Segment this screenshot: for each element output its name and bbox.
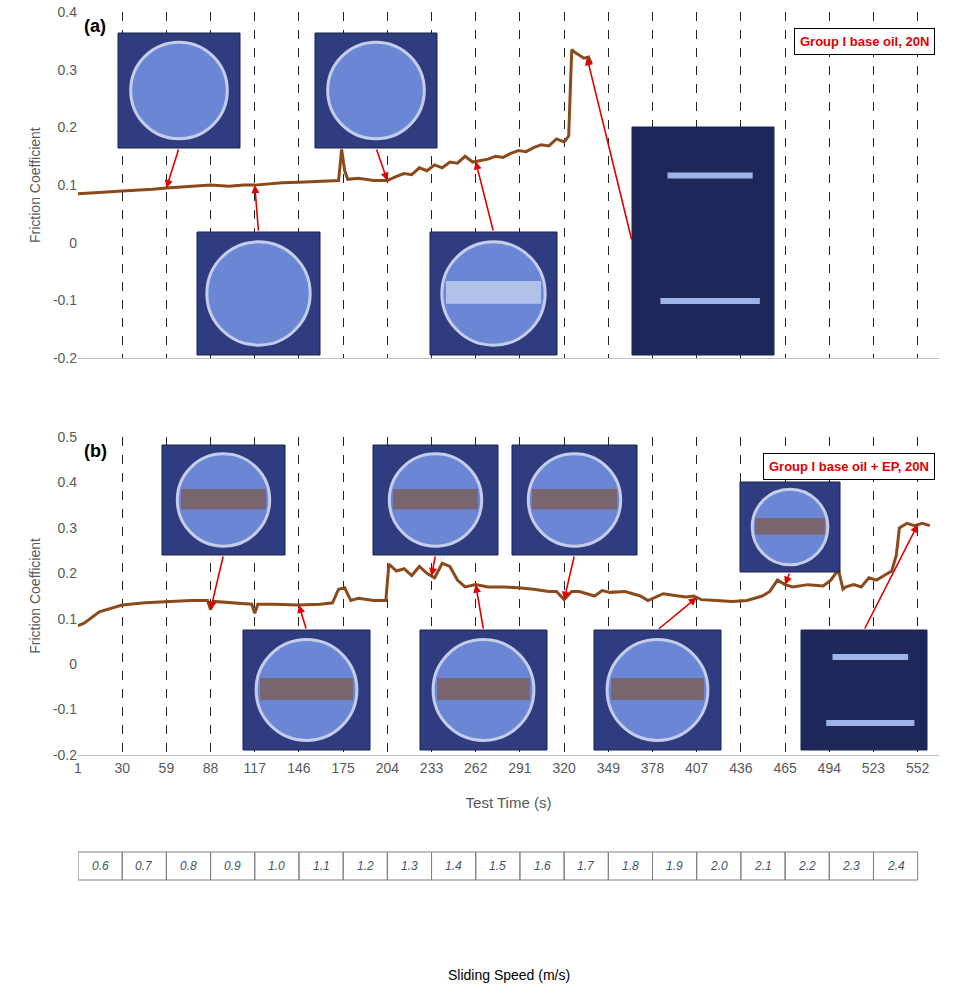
svg-text:0.2: 0.2: [58, 119, 78, 135]
svg-text:2.0: 2.0: [710, 859, 728, 873]
svg-text:320: 320: [552, 760, 576, 776]
svg-text:-0.1: -0.1: [53, 701, 77, 717]
svg-text:262: 262: [464, 760, 488, 776]
svg-text:(a): (a): [84, 16, 106, 36]
svg-text:0.8: 0.8: [180, 859, 197, 873]
svg-text:1.8: 1.8: [622, 859, 639, 873]
svg-text:494: 494: [818, 760, 842, 776]
svg-text:-0.1: -0.1: [53, 292, 77, 308]
svg-text:146: 146: [287, 760, 311, 776]
svg-text:2.1: 2.1: [754, 859, 772, 873]
svg-text:(b): (b): [84, 441, 107, 461]
svg-text:Test Time (s): Test Time (s): [466, 794, 552, 811]
svg-text:117: 117: [244, 760, 267, 776]
svg-text:Friction Coefficient: Friction Coefficient: [27, 538, 43, 654]
svg-text:204: 204: [376, 760, 400, 776]
svg-text:2.4: 2.4: [887, 859, 905, 873]
svg-text:0.7: 0.7: [135, 859, 153, 873]
svg-text:1.3: 1.3: [401, 859, 418, 873]
svg-text:523: 523: [862, 760, 886, 776]
svg-text:1.1: 1.1: [313, 859, 330, 873]
svg-text:0.4: 0.4: [58, 474, 78, 490]
svg-text:0.1: 0.1: [58, 611, 78, 627]
svg-text:0.1: 0.1: [58, 177, 78, 193]
svg-text:Group I base oil, 20N: Group I base oil, 20N: [800, 34, 929, 49]
svg-text:-0.2: -0.2: [53, 350, 77, 366]
svg-text:2.3: 2.3: [842, 859, 860, 873]
svg-text:436: 436: [729, 760, 753, 776]
svg-text:1.4: 1.4: [445, 859, 462, 873]
svg-text:1.6: 1.6: [534, 859, 551, 873]
svg-text:Friction Coefficient: Friction Coefficient: [27, 127, 43, 243]
svg-text:0.3: 0.3: [58, 62, 78, 78]
svg-text:Sliding Speed (m/s): Sliding Speed (m/s): [448, 967, 570, 983]
svg-text:291: 291: [508, 760, 532, 776]
svg-text:1.2: 1.2: [357, 859, 374, 873]
svg-text:88: 88: [203, 760, 219, 776]
svg-text:0.9: 0.9: [224, 859, 241, 873]
svg-text:407: 407: [685, 760, 709, 776]
svg-text:0.3: 0.3: [58, 520, 78, 536]
svg-text:0: 0: [69, 656, 77, 672]
svg-text:0.6: 0.6: [92, 859, 109, 873]
svg-text:552: 552: [906, 760, 930, 776]
svg-text:-0.2: -0.2: [53, 747, 77, 763]
svg-text:175: 175: [331, 760, 355, 776]
svg-text:0.4: 0.4: [58, 4, 78, 20]
svg-text:59: 59: [159, 760, 175, 776]
svg-text:349: 349: [597, 760, 621, 776]
svg-text:0.5: 0.5: [58, 429, 78, 445]
svg-text:Group I base oil + EP, 20N: Group I base oil + EP, 20N: [769, 459, 929, 474]
svg-text:30: 30: [114, 760, 130, 776]
svg-text:2.2: 2.2: [798, 859, 816, 873]
svg-text:0.2: 0.2: [58, 565, 78, 581]
svg-text:1.5: 1.5: [489, 859, 506, 873]
svg-text:233: 233: [420, 760, 444, 776]
svg-text:1: 1: [74, 760, 82, 776]
svg-text:1.0: 1.0: [268, 859, 285, 873]
svg-text:465: 465: [773, 760, 797, 776]
svg-text:378: 378: [641, 760, 665, 776]
svg-text:0: 0: [69, 235, 77, 251]
svg-text:1.9: 1.9: [666, 859, 683, 873]
svg-text:1.7: 1.7: [577, 859, 595, 873]
